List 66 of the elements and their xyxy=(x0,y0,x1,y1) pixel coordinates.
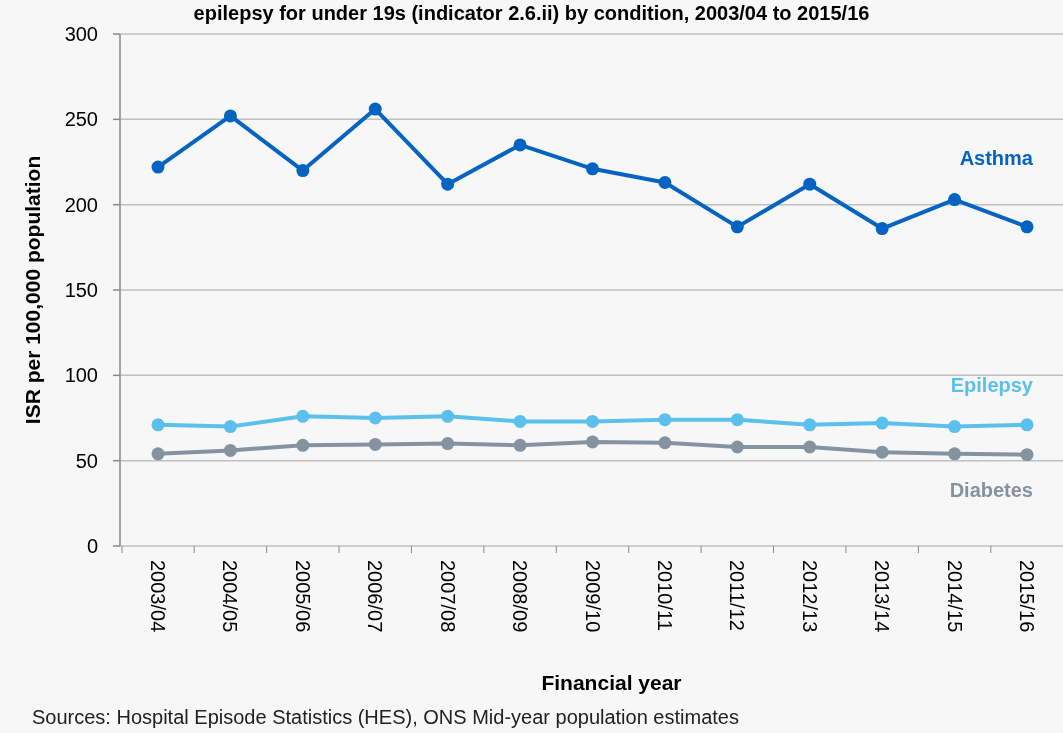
y-tick-label: 300 xyxy=(64,23,98,45)
x-tick-label: 2008/09 xyxy=(509,560,532,633)
point xyxy=(803,440,817,454)
point xyxy=(368,437,382,451)
point xyxy=(223,420,237,434)
point xyxy=(1020,220,1034,234)
x-tick-label: 2005/06 xyxy=(291,560,314,633)
point xyxy=(513,414,527,428)
x-tick-label: 2014/15 xyxy=(943,560,966,633)
x-tick-label: 2011/12 xyxy=(726,560,749,631)
series-label: Diabetes xyxy=(949,478,1033,501)
point xyxy=(875,416,889,430)
point xyxy=(296,164,310,178)
point xyxy=(441,409,455,423)
point xyxy=(803,418,817,432)
point xyxy=(223,443,237,457)
point xyxy=(151,160,165,174)
point xyxy=(875,222,889,236)
x-tick-label: 2009/10 xyxy=(581,560,604,633)
x-tick-label: 2006/07 xyxy=(364,560,387,633)
point xyxy=(151,447,165,461)
point xyxy=(586,435,599,449)
x-tick-label: 2015/16 xyxy=(1016,560,1038,633)
point xyxy=(803,177,817,191)
point xyxy=(658,175,672,189)
point xyxy=(513,138,527,152)
y-tick-label: 200 xyxy=(64,193,98,216)
x-tick-label: 2007/08 xyxy=(436,560,459,633)
point xyxy=(586,414,599,428)
point xyxy=(151,418,165,432)
y-tick-label: 250 xyxy=(64,108,98,131)
source-note: Sources: Hospital Episode Statistics (HES), ONS Mid-year population estimates xyxy=(32,706,739,728)
point xyxy=(658,413,672,427)
point xyxy=(586,162,599,176)
x-tick-label: 2003/04 xyxy=(147,560,169,633)
x-tick-label: 2013/14 xyxy=(871,560,894,633)
y-axis-title: ISR per 100,000 population xyxy=(21,155,44,425)
point xyxy=(296,438,310,452)
y-tick-label: 150 xyxy=(64,279,98,301)
series-label: Asthma xyxy=(959,146,1034,169)
x-axis-title: Financial year xyxy=(541,671,682,694)
y-tick-label: 0 xyxy=(86,535,98,557)
point xyxy=(296,409,310,423)
point xyxy=(1020,448,1034,462)
y-tick-label: 50 xyxy=(75,449,98,472)
point xyxy=(948,193,962,207)
x-tick-label: 2010/11 xyxy=(653,560,676,631)
x-tick-label: 2004/05 xyxy=(219,560,242,633)
point xyxy=(875,445,889,459)
point xyxy=(513,438,527,452)
point xyxy=(223,109,237,123)
point xyxy=(368,102,382,116)
point xyxy=(1020,418,1034,432)
point xyxy=(730,440,744,454)
series-label: Epilepsy xyxy=(950,373,1034,396)
point xyxy=(441,437,455,451)
point xyxy=(948,420,962,434)
y-tick-label: 100 xyxy=(64,364,98,387)
point xyxy=(730,220,744,234)
point xyxy=(441,177,455,191)
point xyxy=(730,413,744,427)
point xyxy=(658,436,672,450)
point xyxy=(368,411,382,425)
point xyxy=(948,447,962,461)
chart-title: epilepsy for under 19s (indicator 2.6.ii) by condition, 2003/04 to 2015/16 xyxy=(193,2,870,24)
x-tick-label: 2012/13 xyxy=(798,560,821,633)
